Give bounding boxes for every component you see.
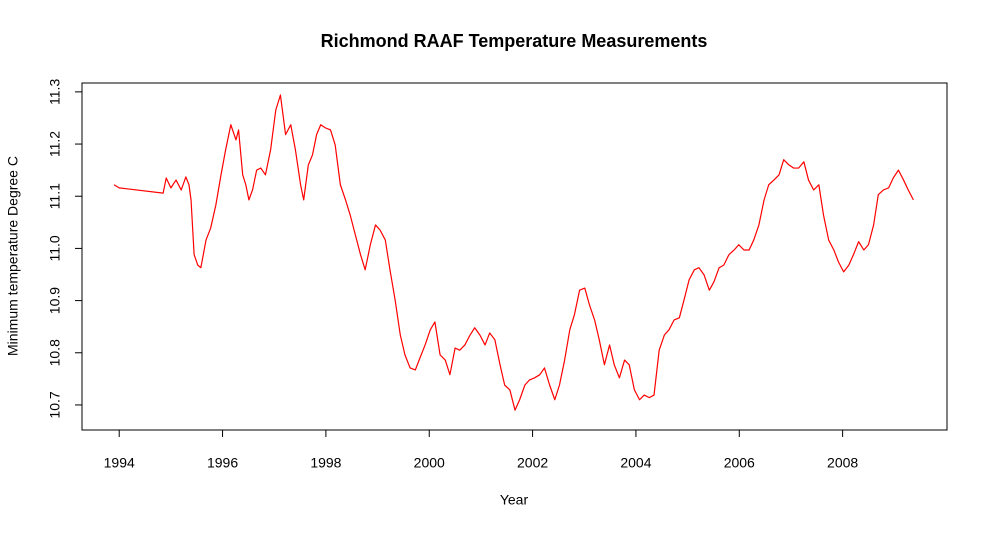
y-tick-label: 10.9	[47, 287, 63, 314]
x-tick-label: 2004	[620, 455, 651, 471]
x-tick-label: 2008	[827, 455, 858, 471]
x-tick-label: 2000	[414, 455, 445, 471]
plot-frame	[81, 82, 948, 431]
data-line	[113, 94, 914, 411]
x-tick-label: 1998	[310, 455, 341, 471]
x-tick-label: 1994	[104, 455, 135, 471]
y-tick-label: 11.2	[47, 131, 63, 157]
y-tick-label: 10.7	[47, 391, 63, 418]
y-tick-label: 11.0	[47, 235, 63, 261]
x-axis-label: Year	[500, 492, 529, 508]
x-tick-label: 2002	[517, 455, 548, 471]
x-tick-label: 1996	[207, 455, 238, 471]
y-axis-label: Minimum temperature Degree C	[5, 156, 21, 356]
y-tick-label: 11.1	[47, 183, 63, 209]
chart-title: Richmond RAAF Temperature Measurements	[321, 31, 708, 51]
y-tick-label: 11.3	[47, 79, 63, 105]
y-tick-label: 10.8	[47, 339, 63, 366]
x-tick-label: 2006	[724, 455, 755, 471]
